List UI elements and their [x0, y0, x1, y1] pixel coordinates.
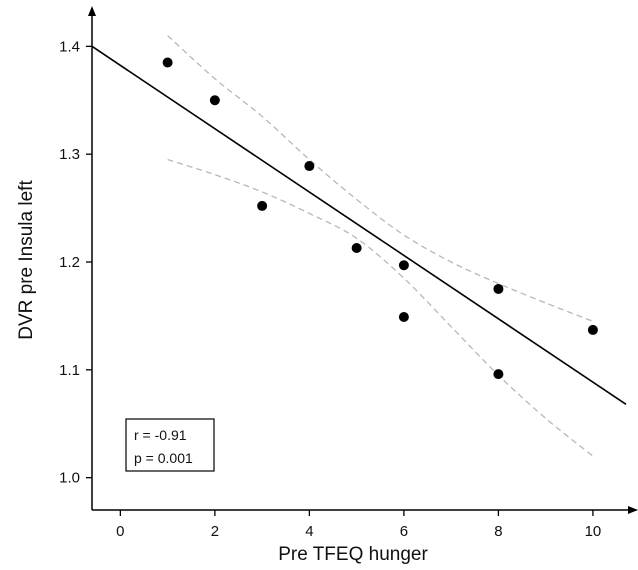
data-point	[209, 95, 220, 106]
stats-box-border	[125, 418, 215, 472]
data-point	[493, 369, 504, 380]
upper-confidence-band	[167, 35, 594, 322]
y-tick-label: 1.4	[59, 38, 80, 55]
x-ticks: 0 2 4 6 8 10	[116, 510, 601, 540]
data-point	[162, 57, 173, 68]
lower-confidence-band	[167, 158, 594, 457]
y-axis: 1.0 1.1 1.2 1.3 1.4	[59, 6, 96, 510]
y-axis-arrowhead	[88, 6, 96, 16]
data-point	[257, 200, 268, 211]
x-tick-label: 6	[400, 523, 408, 540]
x-tick-label: 0	[116, 523, 124, 540]
x-tick-label: 2	[211, 523, 219, 540]
regression-line	[91, 45, 627, 405]
y-tick-label: 1.3	[59, 146, 80, 163]
y-ticks: 1.0 1.1 1.2 1.3 1.4	[59, 38, 92, 487]
data-point	[398, 311, 409, 322]
y-tick-label: 1.0	[59, 470, 80, 487]
x-axis-title: Pre TFEQ hunger	[278, 544, 428, 565]
x-tick-label: 10	[585, 523, 602, 540]
x-axis-arrowhead	[628, 506, 638, 514]
data-point	[398, 260, 409, 271]
y-axis-title: DVR pre Insula left	[16, 180, 37, 340]
stats-box: r = -0.91 p = 0.001	[125, 418, 215, 472]
data-point	[493, 283, 504, 294]
stats-r-value: r = -0.91	[134, 427, 187, 443]
data-point	[587, 324, 598, 335]
x-tick-label: 8	[494, 523, 502, 540]
y-tick-label: 1.2	[59, 254, 80, 271]
data-point	[304, 161, 315, 172]
data-point	[351, 242, 362, 253]
stats-p-value: p = 0.001	[134, 450, 193, 466]
confidence-bands	[167, 35, 594, 457]
data-points	[162, 57, 598, 380]
y-tick-label: 1.1	[59, 362, 80, 379]
x-axis: 0 2 4 6 8 10	[92, 506, 638, 540]
x-tick-label: 4	[305, 523, 313, 540]
